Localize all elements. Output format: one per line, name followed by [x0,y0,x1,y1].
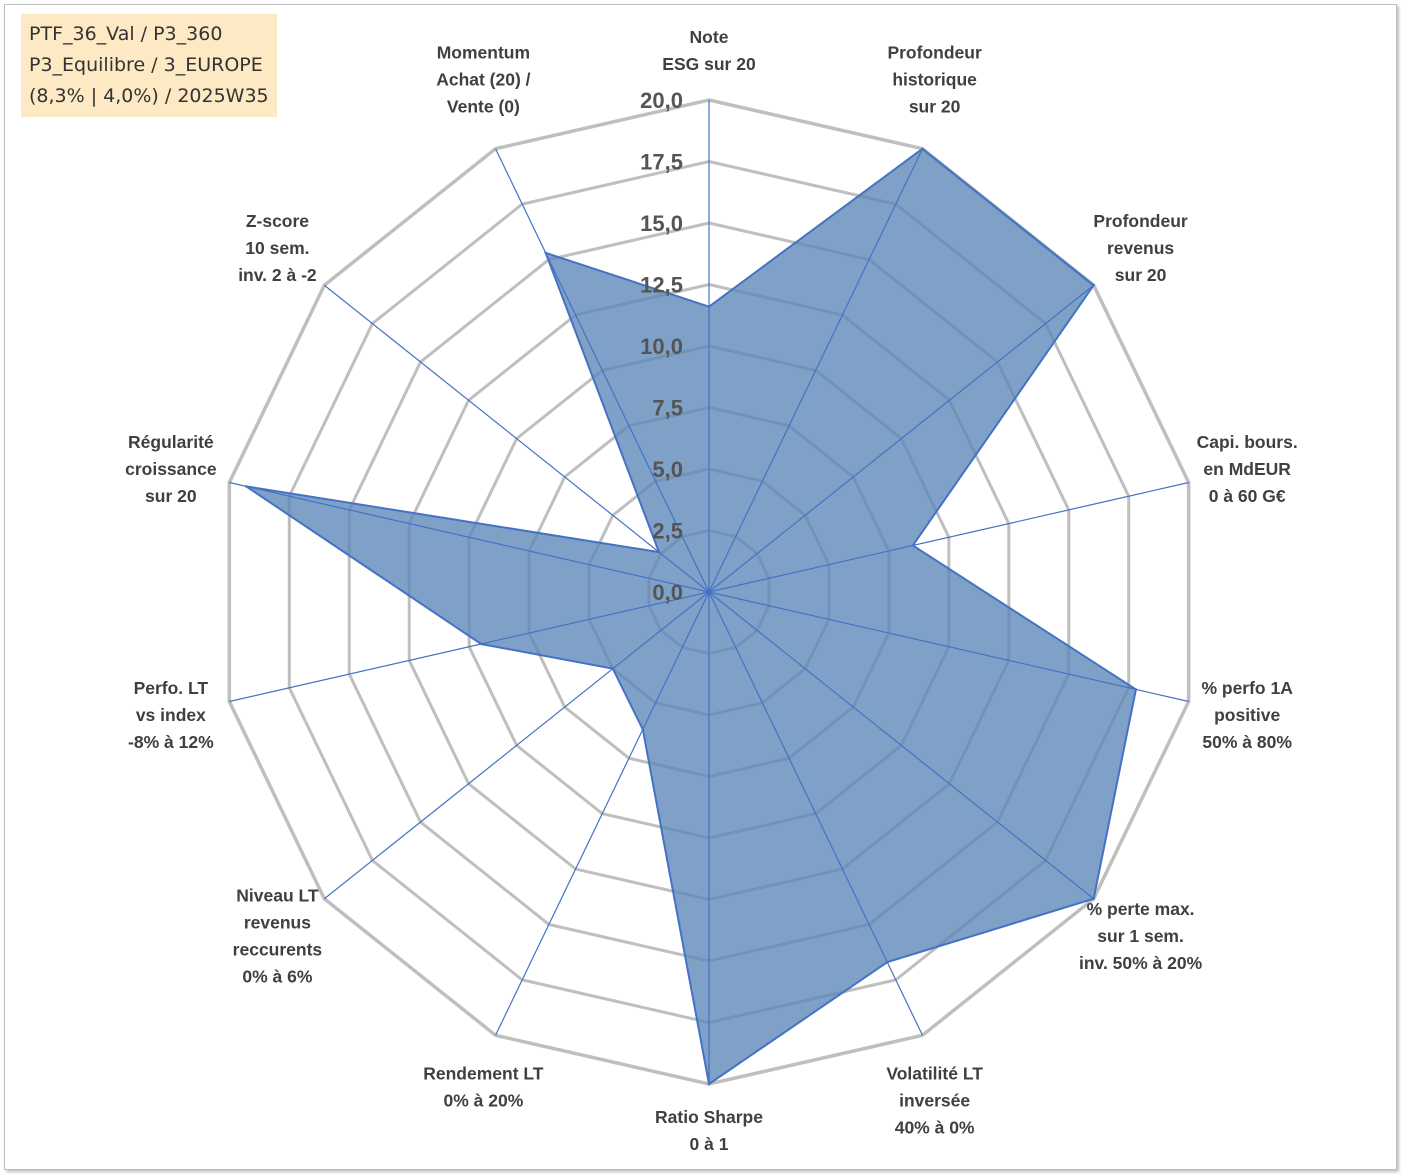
axis-spoke [229,591,710,703]
axis-spoke [323,591,710,900]
axis-spoke [708,284,1095,593]
category-label: Profondeur revenus sur 20 [1093,211,1187,285]
tick-label: 20,0 [640,88,683,113]
portfolio-info-box: PTF_36_Val / P3_360 P3_Equilibre / 3_EUR… [21,14,277,117]
tick-label: 5,0 [652,457,683,482]
axis-spoke [708,591,1189,703]
category-labels: Note ESG sur 20 Profondeur historique sur 20… [125,27,1298,1154]
category-label: Rendement LT 0% à 20% [423,1063,544,1110]
tick-label: 10,0 [640,334,683,359]
axis-spoke [229,481,710,593]
category-label: Régularité croissance sur 20 [125,432,217,506]
category-label: Perfo. LT vs index -8% à 12% [128,678,214,752]
tick-label: 17,5 [640,150,683,175]
axis-spoke [323,284,710,593]
tick-label: 12,5 [640,273,683,298]
axis-spoke [494,591,710,1036]
info-line-3: (8,3% | 4,0%) / 2025W35 [29,85,269,107]
axis-spoke [708,148,924,593]
radar-spokes [229,100,1189,1084]
tick-label: 0,0 [652,580,683,605]
category-label: % perfo 1A positive 50% à 80% [1201,678,1293,752]
axis-spoke [708,591,1095,900]
category-label: Z-score 10 sem. inv. 2 à -2 [238,211,317,285]
category-label: Capi. bours. en MdEUR 0 à 60 G€ [1197,432,1298,506]
radial-tick-labels: 0,0 2,5 5,0 7,5 10,0 12,5 15,0 17,5 20,0 [640,88,683,605]
category-label: % perte max. sur 1 sem. inv. 50% à 20% [1079,899,1203,973]
category-label: Ratio Sharpe 0 à 1 [655,1107,763,1154]
category-label: Momentum Achat (20) / Vente (0) [436,43,530,117]
tick-label: 15,0 [640,211,683,236]
category-label: Volatilité LT inversée 40% à 0% [886,1063,983,1137]
axis-spoke [708,481,1189,593]
info-line-1: PTF_36_Val / P3_360 [29,23,223,45]
category-label: Profondeur historique sur 20 [887,43,981,117]
category-label: Note ESG sur 20 [662,27,756,74]
axis-spoke [494,148,710,593]
tick-label: 2,5 [652,519,683,544]
category-label: Niveau LT revenus reccurents 0% à 6% [233,886,323,987]
axis-spoke [708,591,924,1036]
info-line-2: P3_Equilibre / 3_EUROPE [29,54,263,76]
tick-label: 7,5 [652,396,683,421]
